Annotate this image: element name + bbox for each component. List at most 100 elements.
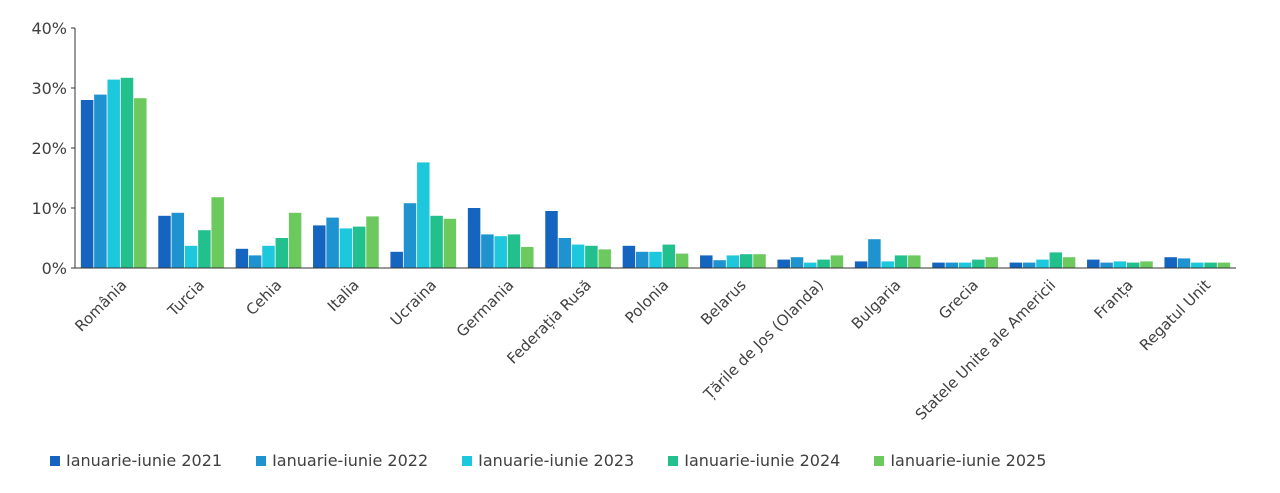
- legend: Ianuarie-iunie 2021 Ianuarie-iunie 2022 Ia…: [50, 451, 1046, 470]
- bar: [1009, 262, 1023, 268]
- bar: [958, 262, 972, 268]
- bar: [868, 239, 881, 268]
- legend-swatch: [50, 455, 60, 466]
- bar: [545, 211, 558, 268]
- bar: [675, 253, 689, 268]
- bar: [817, 259, 830, 268]
- bar: [777, 259, 790, 268]
- bar: [288, 212, 302, 268]
- bar: [804, 262, 817, 268]
- bar: [739, 254, 753, 268]
- x-tick-label: Cehia: [242, 276, 285, 319]
- bar: [248, 255, 262, 268]
- bars: [80, 77, 1231, 268]
- bar: [1113, 261, 1127, 268]
- bar: [430, 215, 443, 268]
- bar: [972, 259, 985, 268]
- bar: [894, 255, 908, 268]
- legend-label: Ianuarie-iunie 2025: [890, 451, 1047, 470]
- bar: [1217, 262, 1231, 268]
- y-tick-label: 30%: [31, 79, 67, 98]
- bar: [945, 262, 959, 268]
- bar: [932, 262, 945, 268]
- bar: [275, 238, 289, 268]
- legend-label: Ianuarie-iunie 2023: [478, 451, 635, 470]
- bar: [211, 197, 224, 268]
- bar-chart: 0% 10% 20% 30% 40% România Turcia Cehia Italia U…: [31, 19, 1236, 424]
- bar: [662, 244, 676, 268]
- x-tick-label: Belarus: [697, 276, 750, 329]
- x-tick-label: Italia: [324, 276, 363, 315]
- x-tick-label: Turcia: [163, 276, 207, 320]
- bar: [1062, 257, 1076, 268]
- bar: [649, 251, 662, 268]
- bar: [107, 79, 120, 268]
- bar: [352, 226, 366, 268]
- bar: [1126, 262, 1140, 268]
- legend-item: Ianuarie-iunie 2024: [668, 451, 840, 470]
- x-tick-label: Bulgaria: [848, 276, 905, 333]
- legend-label: Ianuarie-iunie 2024: [684, 451, 841, 470]
- bar: [1140, 261, 1153, 268]
- x-tick-label: Polonia: [621, 276, 672, 327]
- legend-item: Ianuarie-iunie 2021: [50, 451, 222, 470]
- bar: [120, 77, 134, 268]
- x-tick-label: Ucraina: [387, 276, 440, 329]
- bar: [313, 225, 326, 268]
- bar: [598, 249, 611, 268]
- bar: [1087, 259, 1100, 268]
- x-tick-label: Federația Rusă: [503, 276, 595, 368]
- bar: [1100, 262, 1113, 268]
- bar: [753, 254, 766, 268]
- x-tick-label: România: [71, 276, 130, 335]
- bar: [1191, 262, 1204, 268]
- legend-swatch: [668, 455, 679, 466]
- legend-item: Ianuarie-iunie 2025: [874, 451, 1046, 470]
- bar: [184, 245, 198, 268]
- bar: [403, 203, 417, 268]
- bar: [235, 248, 249, 268]
- y-tick-label: 10%: [31, 199, 67, 218]
- bar: [467, 208, 481, 268]
- bar: [390, 251, 403, 268]
- bar: [326, 217, 339, 268]
- legend-swatch: [462, 455, 473, 466]
- x-axis: România Turcia Cehia Italia Ucraina GermaniaF…: [71, 267, 1236, 424]
- bar: [881, 261, 894, 268]
- x-tick-label: Germania: [453, 276, 518, 341]
- x-tick-label: Grecia: [935, 276, 982, 323]
- legend-item: Ianuarie-iunie 2022: [256, 451, 428, 470]
- y-axis: 0% 10% 20% 30% 40%: [31, 19, 76, 278]
- bar: [339, 228, 353, 268]
- bar: [80, 100, 94, 268]
- bar: [713, 260, 726, 268]
- x-tick-label: Franța: [1090, 276, 1136, 322]
- bar: [521, 247, 534, 268]
- bar: [417, 162, 430, 268]
- bar: [198, 230, 211, 268]
- x-tick-label: Statele Unite ale Americii: [912, 276, 1060, 424]
- legend-label: Ianuarie-iunie 2021: [66, 451, 223, 470]
- bar: [985, 257, 998, 268]
- bar: [622, 245, 636, 268]
- bar: [908, 255, 921, 268]
- legend-label: Ianuarie-iunie 2022: [272, 451, 429, 470]
- y-tick-label: 40%: [31, 19, 67, 38]
- bar: [481, 234, 494, 268]
- bar: [94, 94, 107, 268]
- y-tick-label: 0%: [42, 259, 67, 278]
- bar: [1204, 262, 1217, 268]
- bar: [262, 245, 275, 268]
- bar: [854, 261, 868, 268]
- bar: [134, 98, 147, 268]
- bar: [790, 257, 804, 268]
- bar: [1036, 259, 1049, 268]
- bar: [507, 234, 521, 268]
- y-tick-label: 20%: [31, 139, 67, 158]
- bar: [1177, 258, 1191, 268]
- bar: [1164, 257, 1177, 268]
- bar: [726, 255, 740, 268]
- x-tick-label: Regatul Unit: [1136, 276, 1214, 354]
- bar: [1022, 262, 1036, 268]
- bar: [830, 255, 844, 268]
